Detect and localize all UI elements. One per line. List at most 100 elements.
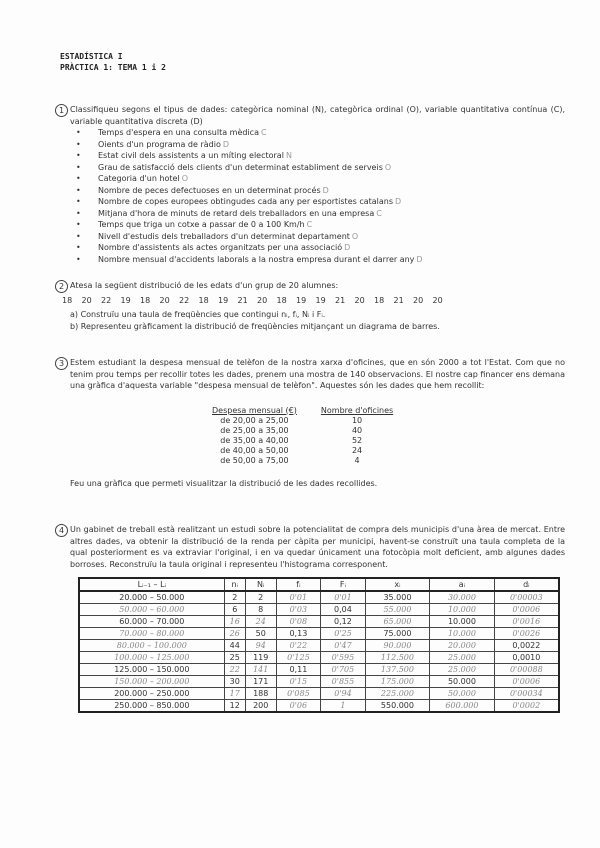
table-row: 200.000 – 250.000 17 188 0'085 0'94 225.000 50… — [78, 687, 560, 700]
table-cell: 0,0022 — [493, 639, 560, 652]
list-item: Nombre de peces defectuoses en un determ… — [70, 185, 565, 197]
item-text: Temps que triga un cotxe a passar de 0 a… — [98, 220, 305, 229]
list-item: Mitjana d'hora de minuts de retard dels … — [70, 208, 565, 220]
table-cell: 0'00034 — [493, 687, 560, 700]
list-item: Nivell d'estudis dels treballadors d'un … — [70, 231, 565, 243]
table-row: 20.000 – 50.000 2 2 0'01 0'01 35.000 30.000 0'0… — [78, 590, 560, 604]
question-3-text: Estem estudiant la despesa mensual de te… — [70, 358, 565, 390]
age-value: 20 — [432, 295, 443, 305]
table-cell: 35.000 — [364, 590, 431, 604]
table-cell: 30.000 — [429, 590, 495, 604]
list-item: Temps que triga un cotxe a passar de 0 a… — [70, 219, 565, 231]
item-text: Nombre d'assistents als actes organitzat… — [98, 243, 343, 252]
table-cell: 0'01 — [275, 590, 322, 604]
question-2: Atesa la següent distribució de les edat… — [62, 280, 565, 332]
question-3: Estem estudiant la despesa mensual de te… — [70, 357, 565, 490]
question-1-list: Temps d'espera en una consulta mèdicaCOi… — [70, 127, 565, 265]
table-row: de 50,00 a 75,00 4 — [200, 456, 405, 466]
table-row: 125.000 – 150.000 22 141 0,11 0'705 137.500 25… — [78, 663, 560, 676]
table-cell: 175.000 — [364, 675, 431, 688]
col-header: aᵢ — [429, 577, 495, 592]
table-cell: 0,13 — [275, 627, 322, 640]
age-value: 20 — [354, 295, 365, 305]
handwritten-answer: O — [351, 231, 359, 241]
age-value: 18 — [140, 295, 151, 305]
handwritten-answer: D — [416, 254, 423, 264]
item-text: Oients d'un programa de ràdio — [98, 139, 221, 149]
col-header: xᵢ — [364, 577, 431, 592]
table-cell: 0'25 — [320, 627, 366, 640]
table-cell: 0'0026 — [493, 627, 560, 640]
table-row: 50.000 – 60.000 6 8 0'03 0,04 55.000 10.000 0'0… — [78, 603, 560, 616]
age-value: 18 — [276, 295, 287, 305]
question-4-text: Un gabinet de treball està realitzant un… — [70, 525, 565, 569]
table-cell: 10.000 — [429, 627, 495, 640]
table-cell: 0'0002 — [493, 699, 560, 713]
handwritten-answer: O — [181, 174, 188, 183]
item-text: Nombre mensual d'accidents laborals a la… — [98, 254, 415, 264]
age-value: 19 — [218, 295, 229, 305]
table-cell: 25.000 — [429, 651, 495, 664]
handwritten-answer: D — [222, 139, 230, 149]
table-cell: 0'595 — [320, 651, 366, 664]
table-cell: de 35,00 a 40,00 — [220, 436, 289, 445]
table-cell: 40 — [351, 426, 363, 435]
table-cell: 0'00088 — [493, 663, 560, 676]
table-cell: 0'00003 — [493, 590, 560, 604]
table-row: 60.000 – 70.000 16 24 0'08 0,12 65.000 10.000 0… — [78, 615, 560, 628]
table-row: 70.000 – 80.000 26 50 0,13 0'25 75.000 10.000 0… — [78, 627, 560, 640]
item-text: Nombre de copes europees obtingudes cada… — [98, 197, 394, 206]
item-text: Categoria d'un hotel — [98, 174, 180, 183]
age-value: 20 — [159, 295, 170, 305]
list-item: Nombre de copes europees obtingudes cada… — [70, 196, 565, 208]
table-cell: 0'125 — [275, 651, 322, 664]
table-cell: 0'01 — [320, 590, 366, 604]
table-cell: 75.000 — [364, 627, 431, 640]
item-text: Estat civil dels assistents a un míting … — [98, 151, 284, 160]
table-row: de 40,00 a 50,00 24 — [200, 446, 405, 456]
table-cell: 0'0016 — [493, 615, 560, 628]
question-4: Un gabinet de treball està realitzant un… — [70, 524, 565, 570]
table-cell: 0,12 — [320, 615, 366, 628]
col-header: fᵢ — [275, 577, 322, 592]
table-cell: de 50,00 a 75,00 — [220, 456, 289, 465]
table-cell: 0'47 — [320, 639, 366, 652]
question-2-a: a) Construïu una taula de freqüències qu… — [70, 310, 326, 319]
item-text: Nombre de peces defectuoses en un determ… — [98, 185, 321, 195]
table-cell: 17 — [223, 687, 246, 700]
table-cell: 0,11 — [275, 663, 322, 676]
table-cell: 50.000 — [429, 687, 495, 700]
question-number-3: 3 — [55, 357, 68, 370]
table-cell: 250.000 – 850.000 — [78, 699, 225, 713]
table-cell: de 20,00 a 25,00 — [220, 416, 289, 425]
table-cell: 16 — [223, 615, 246, 628]
age-value: 20 — [81, 295, 92, 305]
age-value: 18 — [198, 295, 209, 305]
table-cell: 150.000 – 200.000 — [78, 675, 225, 688]
table-cell: 0'15 — [275, 675, 322, 688]
table-cell: 12 — [223, 699, 246, 713]
table-cell: 0'03 — [275, 603, 322, 616]
table-cell: 0,0010 — [493, 651, 560, 664]
table-cell: 55.000 — [364, 603, 431, 616]
income-table: Lᵢ₋₁ – Lᵢ nᵢ Nᵢ fᵢ Fᵢ xᵢ aᵢ dᵢ 20.000 – 50.000 2… — [78, 577, 560, 713]
table-cell: 10 — [351, 416, 363, 425]
table-row: 250.000 – 850.000 12 200 0'06 1 550.000 600.00… — [78, 699, 560, 713]
table-cell: de 25,00 a 35,00 — [220, 426, 289, 435]
table-row: 150.000 – 200.000 30 171 0'15 0'855 175.000 50… — [78, 675, 560, 688]
age-value: 21 — [335, 295, 346, 305]
table-cell: 0'705 — [320, 663, 366, 676]
table-cell: 0'06 — [275, 699, 322, 713]
handwritten-answer: O — [384, 162, 392, 172]
table-cell: 600.000 — [429, 699, 495, 713]
age-value: 22 — [101, 295, 112, 305]
table-cell: 8 — [244, 603, 277, 616]
table-cell: 52 — [351, 436, 363, 445]
handwritten-answer: D — [344, 243, 351, 252]
table-row: de 35,00 a 40,00 52 — [200, 436, 405, 446]
question-1-text: Classifiqueu segons el tipus de dades: c… — [70, 105, 565, 126]
table-cell: 4 — [354, 456, 360, 465]
table-cell: 10.000 — [429, 603, 495, 616]
